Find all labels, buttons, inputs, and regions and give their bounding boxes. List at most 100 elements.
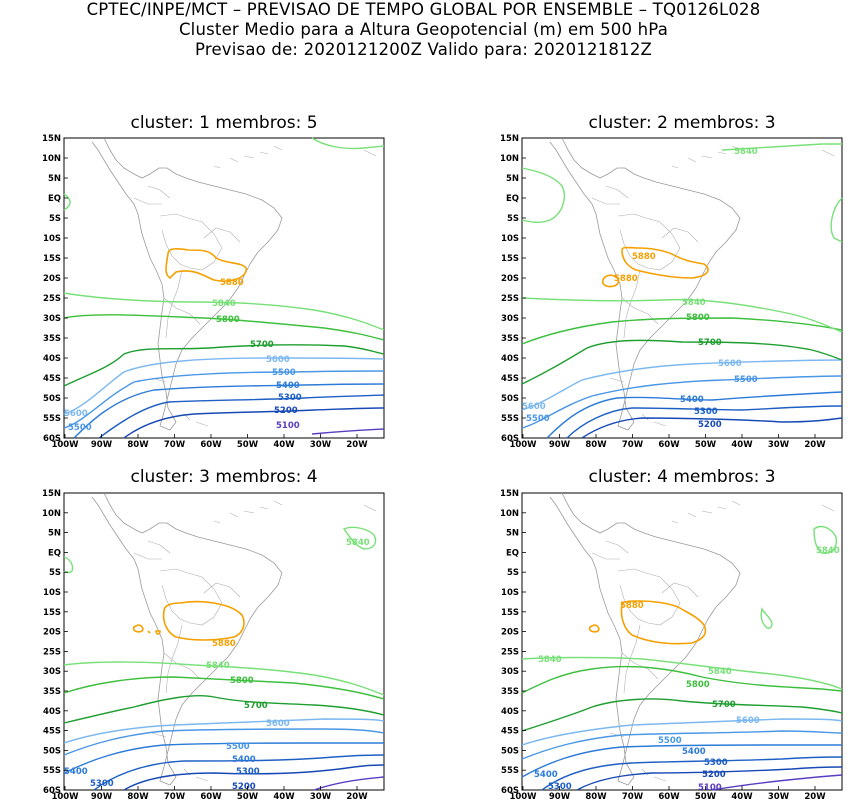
label-5700: 5700 xyxy=(712,700,736,710)
lon-label: 60W xyxy=(658,440,680,450)
map-frame xyxy=(63,492,385,791)
label-5880-south: 5880 xyxy=(614,274,638,284)
lat-label: 40S xyxy=(43,354,61,364)
map-frame xyxy=(521,137,843,439)
lat-label: 40S xyxy=(501,707,519,717)
contour-5600 xyxy=(521,359,843,411)
label-5500: 5500 xyxy=(272,368,296,378)
lon-label: 20W xyxy=(346,792,368,802)
label-5400: 5400 xyxy=(276,381,300,391)
coastline xyxy=(91,492,283,786)
lat-label: 50S xyxy=(501,394,519,404)
contour-5300 xyxy=(98,394,385,439)
contour-5100 xyxy=(711,774,843,791)
lon-label: 90W xyxy=(91,792,113,802)
label-5880: 5880 xyxy=(632,252,656,262)
label-5840: 5840 xyxy=(682,298,706,308)
label-5400: 5400 xyxy=(680,395,704,405)
islands xyxy=(641,145,835,427)
label-5800: 5800 xyxy=(686,680,710,690)
coastline xyxy=(549,137,741,431)
lat-label: 45S xyxy=(43,727,61,737)
contour-5500 xyxy=(521,730,843,760)
label-5200: 5200 xyxy=(698,420,722,430)
map-frame xyxy=(63,137,385,439)
label-5300-west: 5300 xyxy=(90,779,114,789)
borders xyxy=(133,185,241,383)
lat-label: 20S xyxy=(501,274,519,284)
contour-5500 xyxy=(63,370,385,429)
borders xyxy=(133,540,241,738)
contour-5700 xyxy=(521,339,843,385)
label-5400: 5400 xyxy=(682,747,706,757)
contour-5800 xyxy=(63,676,385,700)
lat-label: 50S xyxy=(43,746,61,756)
lon-label: 20W xyxy=(804,440,826,450)
label-5200: 5200 xyxy=(232,782,256,792)
label-5840: 5840 xyxy=(212,299,236,309)
lon-label: 50W xyxy=(695,792,717,802)
lon-label: 30W xyxy=(768,440,790,450)
contour-5840 xyxy=(63,661,385,696)
contour-5840-north xyxy=(760,525,838,629)
lat-label: 10N xyxy=(42,509,61,519)
lat-label: 10S xyxy=(43,588,61,598)
islands xyxy=(183,145,377,427)
panel-1-title: cluster: 1 membros: 5 xyxy=(130,113,318,133)
panel-1-map: 5880 5840 5800 5700 5600 5600 5500 5500 … xyxy=(42,134,385,450)
lat-label: 5S xyxy=(507,568,519,578)
lat-label: 25S xyxy=(43,647,61,657)
contour-5880 xyxy=(165,248,247,282)
label-5880: 5880 xyxy=(620,601,644,611)
lat-label: 35S xyxy=(501,687,519,697)
label-5500-west: 5500 xyxy=(526,414,550,424)
contour-5400 xyxy=(546,391,843,439)
lat-label: 5S xyxy=(49,214,61,224)
label-5600-west: 5600 xyxy=(64,409,88,419)
label-5300: 5300 xyxy=(694,407,718,417)
label-5300: 5300 xyxy=(704,758,728,768)
lat-label: 15N xyxy=(500,134,519,144)
lat-label: 30S xyxy=(501,667,519,677)
lat-label: 5N xyxy=(48,174,61,184)
contour-5500 xyxy=(521,375,843,429)
contour-5840 xyxy=(521,656,843,690)
label-5500: 5500 xyxy=(734,375,758,385)
header-line-2: Cluster Medio para a Altura Geopotencial… xyxy=(178,20,669,39)
lat-label: 5S xyxy=(507,214,519,224)
label-5800: 5800 xyxy=(216,315,240,325)
lat-label: 60S xyxy=(501,434,519,444)
lon-label: 30W xyxy=(310,440,332,450)
lon-label: 100W xyxy=(51,440,79,450)
contour-5600 xyxy=(63,357,385,415)
contour-5200 xyxy=(581,417,843,439)
label-5500: 5500 xyxy=(658,736,682,746)
lat-label: 10N xyxy=(42,154,61,164)
lat-label: 30S xyxy=(43,667,61,677)
lat-label: 15S xyxy=(501,608,519,618)
lat-label: 5N xyxy=(506,529,519,539)
label-5500-west: 5500 xyxy=(68,423,92,433)
panel-2-title: cluster: 2 membros: 3 xyxy=(588,113,776,133)
label-5100: 5100 xyxy=(276,421,300,431)
lon-label: 70W xyxy=(622,440,644,450)
label-5600-west: 5600 xyxy=(522,402,546,412)
lat-label: EQ xyxy=(48,548,61,558)
coastline xyxy=(549,492,741,786)
lat-label: 45S xyxy=(501,727,519,737)
lat-label: 10S xyxy=(501,234,519,244)
lat-label: 60S xyxy=(501,786,519,796)
lat-label: 50S xyxy=(501,746,519,756)
contour-5880 xyxy=(601,246,709,288)
lon-label: 50W xyxy=(695,440,717,450)
contour-5840-north xyxy=(311,137,385,150)
lat-label: 5N xyxy=(506,174,519,184)
label-5400-west: 5400 xyxy=(64,767,88,777)
contour-5880 xyxy=(132,600,245,641)
lat-label: 15N xyxy=(42,134,61,144)
lat-label: 55S xyxy=(501,766,519,776)
label-5600: 5600 xyxy=(736,716,760,726)
lat-label: 15N xyxy=(42,489,61,499)
label-5400: 5400 xyxy=(232,755,256,765)
panel-4-map: 5840 5880 5840 5840 5800 5700 5600 5500 … xyxy=(500,489,843,802)
